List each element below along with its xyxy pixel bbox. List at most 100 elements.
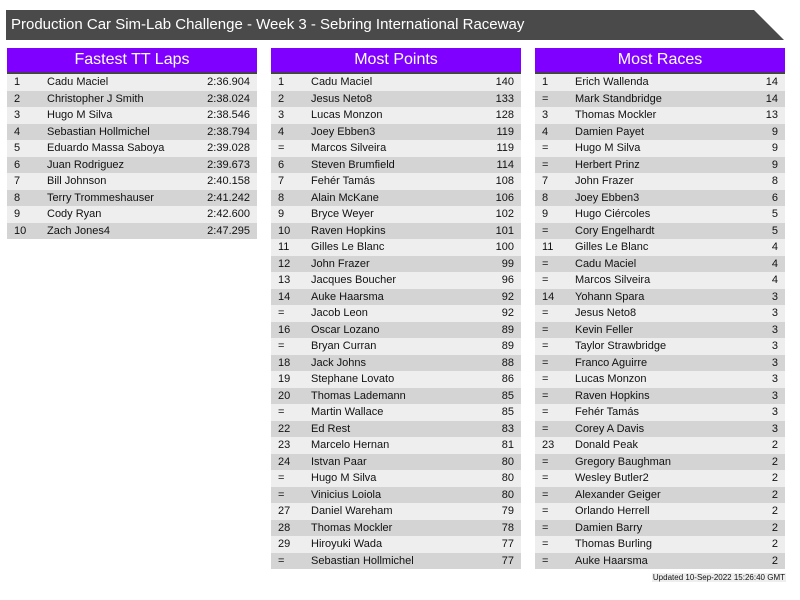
rank: 6: [14, 158, 21, 171]
driver-name: Joey Ebben3: [575, 191, 640, 204]
table-row: = Thomas Burling 2: [535, 536, 785, 553]
driver-name: Bill Johnson: [47, 175, 107, 187]
driver-name: Taylor Strawbridge: [575, 340, 667, 352]
value: 140: [495, 76, 514, 88]
driver-name: Raven Hopkins: [311, 224, 386, 237]
value: 108: [495, 175, 514, 187]
driver-name: Jack Johns: [311, 356, 367, 369]
driver-name: Jesus Neto8: [575, 307, 637, 319]
table-row: = Cadu Maciel 4: [535, 255, 785, 272]
value: 85: [501, 389, 514, 402]
rank: 8: [542, 191, 549, 204]
rank: =: [278, 307, 285, 319]
rank: 3: [14, 109, 21, 121]
rank: 10: [278, 224, 291, 237]
rank: 7: [14, 175, 21, 187]
table-row: 10 Zach Jones4 2:47.295: [7, 222, 257, 239]
driver-name: John Frazer: [575, 175, 634, 187]
value: 2: [771, 538, 778, 550]
table-row: = Franco Aguirre 3: [535, 354, 785, 371]
table-row: 8 Alain McKane 106: [271, 189, 521, 206]
value: 2:38.546: [207, 109, 250, 121]
value: 3: [771, 406, 778, 418]
table-row: 23 Donald Peak 2: [535, 437, 785, 454]
rank: =: [542, 538, 549, 550]
value: 3: [771, 373, 778, 385]
driver-name: Lucas Monzon: [575, 373, 647, 385]
rank: 1: [14, 76, 21, 88]
rank: 14: [542, 290, 555, 303]
value: 4: [771, 274, 778, 286]
rank: 8: [278, 191, 285, 204]
page-title: Production Car Sim-Lab Challenge - Week …: [6, 10, 784, 40]
table-row: 16 Oscar Lozano 89: [271, 321, 521, 338]
table-row: = Corey A Davis 3: [535, 420, 785, 437]
driver-name: Alexander Geiger: [575, 488, 661, 501]
rank: =: [278, 554, 285, 567]
driver-name: Marcelo Hernan: [311, 439, 390, 451]
table-row: = Auke Haarsma 2: [535, 552, 785, 569]
table-row: 10 Raven Hopkins 101: [271, 222, 521, 239]
value: 77: [501, 554, 514, 567]
table-row: 1 Cadu Maciel 2:36.904: [7, 74, 257, 91]
rank: 4: [278, 125, 285, 138]
rank: 14: [278, 290, 291, 303]
driver-name: Istvan Paar: [311, 455, 367, 468]
driver-name: Cadu Maciel: [47, 76, 109, 88]
value: 2:36.904: [207, 76, 250, 88]
driver-name: Stephane Lovato: [311, 373, 395, 385]
table-row: = Marcos Silveira 4: [535, 272, 785, 289]
driver-name: Erich Wallenda: [575, 76, 649, 88]
value: 2:42.600: [207, 208, 250, 220]
rank: =: [542, 356, 549, 369]
value: 3: [771, 422, 778, 435]
table-row: 4 Joey Ebben3 119: [271, 123, 521, 140]
driver-name: Thomas Mockler: [575, 109, 657, 121]
rank: =: [542, 158, 549, 171]
value: 9: [771, 142, 778, 154]
table-row: 13 Jacques Boucher 96: [271, 272, 521, 289]
table-row: 19 Stephane Lovato 86: [271, 371, 521, 388]
rank: =: [542, 488, 549, 501]
table-row: 9 Cody Ryan 2:42.600: [7, 206, 257, 223]
table-row: = Lucas Monzon 3: [535, 371, 785, 388]
value: 2: [771, 439, 778, 451]
rank: 2: [14, 92, 21, 105]
value: 2:38.024: [207, 92, 250, 105]
value: 81: [501, 439, 514, 451]
rank: 7: [278, 175, 285, 187]
value: 2:38.794: [207, 125, 250, 138]
rank: =: [278, 340, 285, 352]
value: 3: [771, 307, 778, 319]
rank: =: [542, 257, 549, 270]
driver-name: Orlando Herrell: [575, 505, 650, 517]
rank: 1: [278, 76, 285, 88]
rank: 16: [278, 323, 291, 336]
rank: 24: [278, 455, 291, 468]
rank: =: [542, 274, 549, 286]
driver-name: Marcos Silveira: [575, 274, 651, 286]
rank: 2: [278, 92, 285, 105]
rank: 4: [542, 125, 549, 138]
fastest-tt-laps-header: Fastest TT Laps: [7, 48, 257, 74]
value: 92: [501, 290, 514, 303]
value: 101: [495, 224, 514, 237]
rank: 18: [278, 356, 291, 369]
rank: 19: [278, 373, 291, 385]
rank: =: [278, 406, 285, 418]
table-row: = Kevin Feller 3: [535, 321, 785, 338]
table-row: 5 Eduardo Massa Saboya 2:39.028: [7, 140, 257, 157]
table-row: 14 Yohann Spara 3: [535, 288, 785, 305]
value: 2:47.295: [207, 224, 250, 237]
driver-name: Hugo M Silva: [575, 142, 641, 154]
driver-name: Daniel Wareham: [311, 505, 393, 517]
table-row: 9 Hugo Ciércoles 5: [535, 206, 785, 223]
table-row: = Sebastian Hollmichel 77: [271, 552, 521, 569]
rank: =: [542, 455, 549, 468]
rank: 20: [278, 389, 291, 402]
value: 80: [501, 455, 514, 468]
table-row: = Fehér Tamás 3: [535, 404, 785, 421]
table-row: 29 Hiroyuki Wada 77: [271, 536, 521, 553]
most-races-table: Most Races 1 Erich Wallenda 14 = Mark Standbr…: [535, 48, 785, 569]
table-row: = Raven Hopkins 3: [535, 387, 785, 404]
